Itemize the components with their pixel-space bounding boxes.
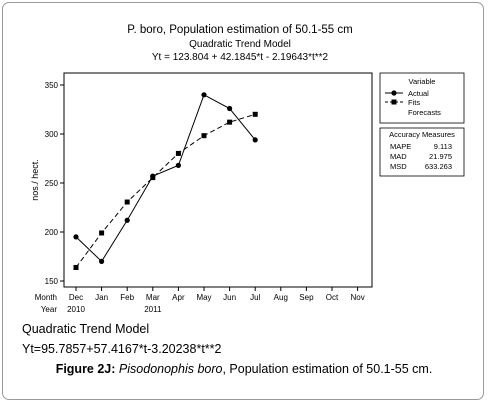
x-axis-row-label-month: Month [35, 293, 57, 302]
y-axis: 150 200 250 300 350 [45, 81, 64, 286]
series-fits-point [227, 119, 233, 125]
model-title: Quadratic Trend Model [22, 322, 150, 336]
series-layer [73, 92, 258, 270]
chart-title: P. boro, Population estimation of 50.1-5… [127, 24, 352, 36]
series-actual-point [252, 137, 258, 143]
legend: Variable Actual Fits Forecasts [379, 72, 465, 124]
chart: P. boro, Population estimation of 50.1-5… [30, 24, 465, 314]
x-tick-label: Apr [172, 293, 185, 302]
figure-caption: Figure 2J: Pisodonophis boro, Population… [0, 362, 488, 376]
series-actual-point [99, 258, 105, 264]
x-tick-label: Nov [350, 293, 364, 302]
series-actual-point [227, 105, 233, 112]
y-axis-label: nos./ hect. [30, 159, 40, 201]
figure-frame [2, 2, 484, 400]
series-fits-line [75, 113, 256, 268]
x-axis: Dec Jan Feb Mar Apr May Jun Jul Aug Sep Oct Nov 2010… [67, 287, 365, 314]
y-tick-label: 300 [45, 130, 59, 139]
y-tick-label: 200 [45, 228, 59, 237]
y-tick-label: 150 [45, 277, 59, 286]
x-tick-label: May [196, 293, 211, 302]
series-actual-point [124, 217, 130, 223]
series-fits-point [99, 230, 105, 236]
accuracy-box-frame [379, 127, 465, 177]
accuracy-title: Accuracy Measures [389, 130, 455, 139]
series-actual-point [175, 162, 181, 168]
legend-fits-label: Fits [408, 98, 420, 107]
x-tick-label: Aug [274, 293, 288, 302]
accuracy-label-mad: MAD [390, 152, 407, 161]
chart-equation: Yt = 123.804 + 42.1845*t - 2.19643*t**2 [152, 52, 329, 63]
chart-subtitle: Quadratic Trend Model [189, 39, 291, 50]
y-tick-label: 250 [45, 179, 59, 188]
accuracy-value-mad: 21.975 [429, 152, 452, 161]
legend-box [379, 72, 465, 124]
figure-label: Figure 2J: [55, 362, 116, 376]
x-tick-label: Feb [120, 293, 134, 302]
x-year-label: 2010 [67, 305, 85, 314]
series-fits-point [124, 199, 130, 205]
x-tick-label: Jul [250, 293, 260, 302]
x-tick-label: Sep [299, 293, 314, 302]
x-tick-label: Jun [223, 293, 236, 302]
accuracy-box: Accuracy Measures MAPE 9.113 MAD 21.975 … [379, 127, 465, 177]
accuracy-value-msd: 633.263 [425, 162, 452, 171]
series-actual-point [201, 92, 207, 98]
series-actual-point [73, 234, 79, 240]
legend-actual-marker [391, 90, 397, 96]
figure-species: Pisodonophis boro [118, 362, 223, 376]
model-equation: Yt=95.7857+57.4167*t-3.20238*t**2 [22, 342, 222, 356]
accuracy-label-mape: MAPE [390, 142, 411, 151]
accuracy-label-msd: MSD [390, 162, 407, 171]
x-tick-label: Jan [95, 293, 108, 302]
series-fits-point [175, 150, 181, 156]
series-fits-point [73, 264, 79, 270]
x-tick-label: Oct [326, 293, 339, 302]
series-actual-line [75, 94, 256, 263]
x-axis-row-label-year: Year [41, 305, 58, 314]
legend-actual-label: Actual [408, 89, 429, 98]
legend-fits-marker [391, 99, 397, 105]
y-tick-label: 350 [45, 81, 59, 90]
legend-forecasts-label: Forecasts [408, 108, 441, 117]
x-year-label: 2011 [144, 305, 162, 314]
legend-title: Variable [409, 77, 436, 86]
figure-caption-rest: , Population estimation of 50.1-55 cm. [222, 362, 433, 376]
series-fits-point [150, 175, 156, 181]
x-tick-label: Mar [146, 293, 160, 302]
series-fits-point [252, 111, 258, 117]
x-tick-label: Dec [69, 293, 83, 302]
series-fits-point [201, 133, 207, 139]
accuracy-value-mape: 9.113 [434, 142, 452, 151]
plot-area [63, 72, 373, 288]
